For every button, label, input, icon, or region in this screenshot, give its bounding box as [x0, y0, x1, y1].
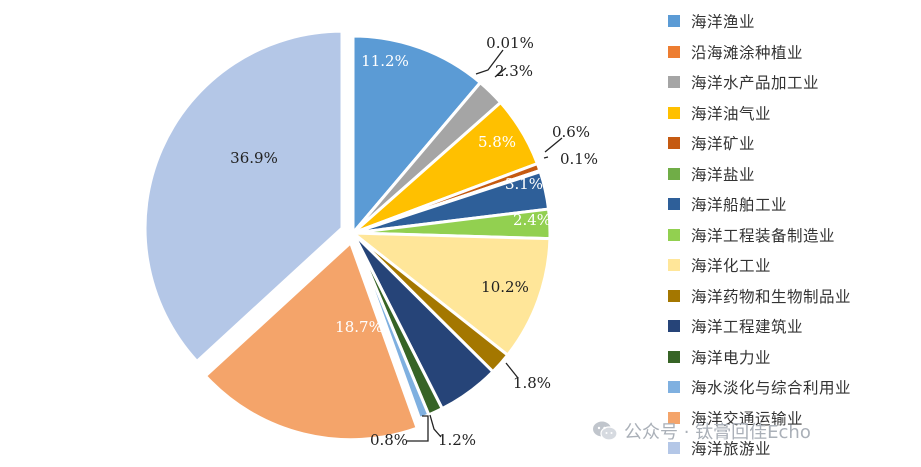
- legend-swatch: [668, 259, 680, 272]
- legend-label: 海洋化工业: [691, 257, 772, 276]
- legend-label: 海洋船舶工业: [691, 196, 788, 215]
- legend-label: 海洋油气业: [691, 104, 772, 123]
- watermark-text: 公众号 · 钛膏回佳Echo: [624, 422, 811, 443]
- legend-label: 海洋盐业: [691, 165, 756, 184]
- pie-slice: [351, 231, 431, 420]
- legend-label: 海洋水产品加工业: [691, 74, 820, 93]
- data-label: 2.3%: [495, 62, 533, 80]
- data-label: 18.7%: [335, 318, 383, 336]
- data-label: 2.4%: [513, 211, 551, 229]
- data-label: 10.2%: [481, 278, 529, 296]
- legend-item: 海洋矿业: [668, 128, 918, 159]
- legend-item: 海洋电力业: [668, 342, 918, 373]
- leader-line: [494, 67, 507, 78]
- data-label: 5.8%: [478, 133, 516, 151]
- legend-item: 海水淡化与综合利用业: [668, 372, 918, 403]
- leader-line: [429, 414, 442, 438]
- legend-label: 海洋交通运输业: [691, 409, 804, 428]
- legend-swatch: [668, 442, 680, 455]
- legend-label: 海洋工程装备制造业: [691, 226, 836, 245]
- data-label: 1.8%: [513, 374, 551, 392]
- data-label: 0.8%: [370, 431, 408, 449]
- leader-line: [475, 49, 504, 75]
- legend-swatch: [668, 289, 680, 302]
- legend-label: 海洋电力业: [691, 348, 772, 367]
- legend-swatch: [668, 411, 680, 424]
- legend-swatch: [668, 106, 680, 119]
- legend-item: 海洋交通运输业: [668, 403, 918, 434]
- legend-label: 海洋渔业: [691, 13, 756, 32]
- legend-item: 海洋油气业: [668, 98, 918, 129]
- legend-swatch: [668, 15, 680, 28]
- data-label: 11.2%: [361, 52, 409, 70]
- legend-item: 海洋旅游业: [668, 433, 918, 464]
- data-label: 0.6%: [552, 123, 590, 141]
- legend-label: 海洋工程建筑业: [691, 318, 804, 337]
- data-label: 3.1%: [505, 175, 543, 193]
- pie-slice: [351, 231, 552, 357]
- legend-swatch: [668, 381, 680, 394]
- legend-item: 海洋工程建筑业: [668, 311, 918, 342]
- leader-line: [544, 137, 563, 153]
- legend-swatch: [668, 45, 680, 58]
- legend-swatch: [668, 320, 680, 333]
- legend-item: 海洋水产品加工业: [668, 67, 918, 98]
- data-label: 1.2%: [438, 431, 476, 449]
- legend-label: 海洋旅游业: [691, 440, 772, 459]
- legend-swatch: [668, 167, 680, 180]
- legend-label: 沿海滩涂种植业: [691, 43, 804, 62]
- watermark: 公众号 · 钛膏回佳Echo: [592, 416, 811, 446]
- legend-swatch: [668, 76, 680, 89]
- pie-slice: [204, 241, 419, 442]
- legend-swatch: [668, 198, 680, 211]
- legend-item: 海洋盐业: [668, 159, 918, 190]
- legend-swatch: [668, 350, 680, 363]
- legend-label: 海洋药物和生物制品业: [691, 287, 852, 306]
- legend-label: 海水淡化与综合利用业: [691, 379, 852, 398]
- pie-slice: [143, 29, 344, 363]
- leader-line: [505, 362, 519, 379]
- leader-line: [543, 156, 549, 159]
- leader-line: [407, 415, 429, 442]
- legend-item: 海洋化工业: [668, 250, 918, 281]
- legend-item: 海洋船舶工业: [668, 189, 918, 220]
- legend-item: 海洋渔业: [668, 6, 918, 37]
- chart-legend: 海洋渔业 沿海滩涂种植业 海洋水产品加工业 海洋油气业 海洋矿业 海洋盐业 海洋船舶工业 海洋…: [668, 6, 918, 464]
- legend-swatch: [668, 228, 680, 241]
- legend-item: 海洋工程装备制造业: [668, 220, 918, 251]
- data-label: 0.1%: [560, 150, 598, 168]
- data-label: 0.01%: [486, 34, 534, 52]
- pie-slice: [351, 34, 482, 235]
- legend-label: 海洋矿业: [691, 135, 756, 154]
- legend-item: 沿海滩涂种植业: [668, 37, 918, 68]
- legend-item: 海洋药物和生物制品业: [668, 281, 918, 312]
- wechat-icon: [593, 421, 618, 441]
- data-label: 36.9%: [230, 149, 278, 167]
- legend-swatch: [668, 137, 680, 150]
